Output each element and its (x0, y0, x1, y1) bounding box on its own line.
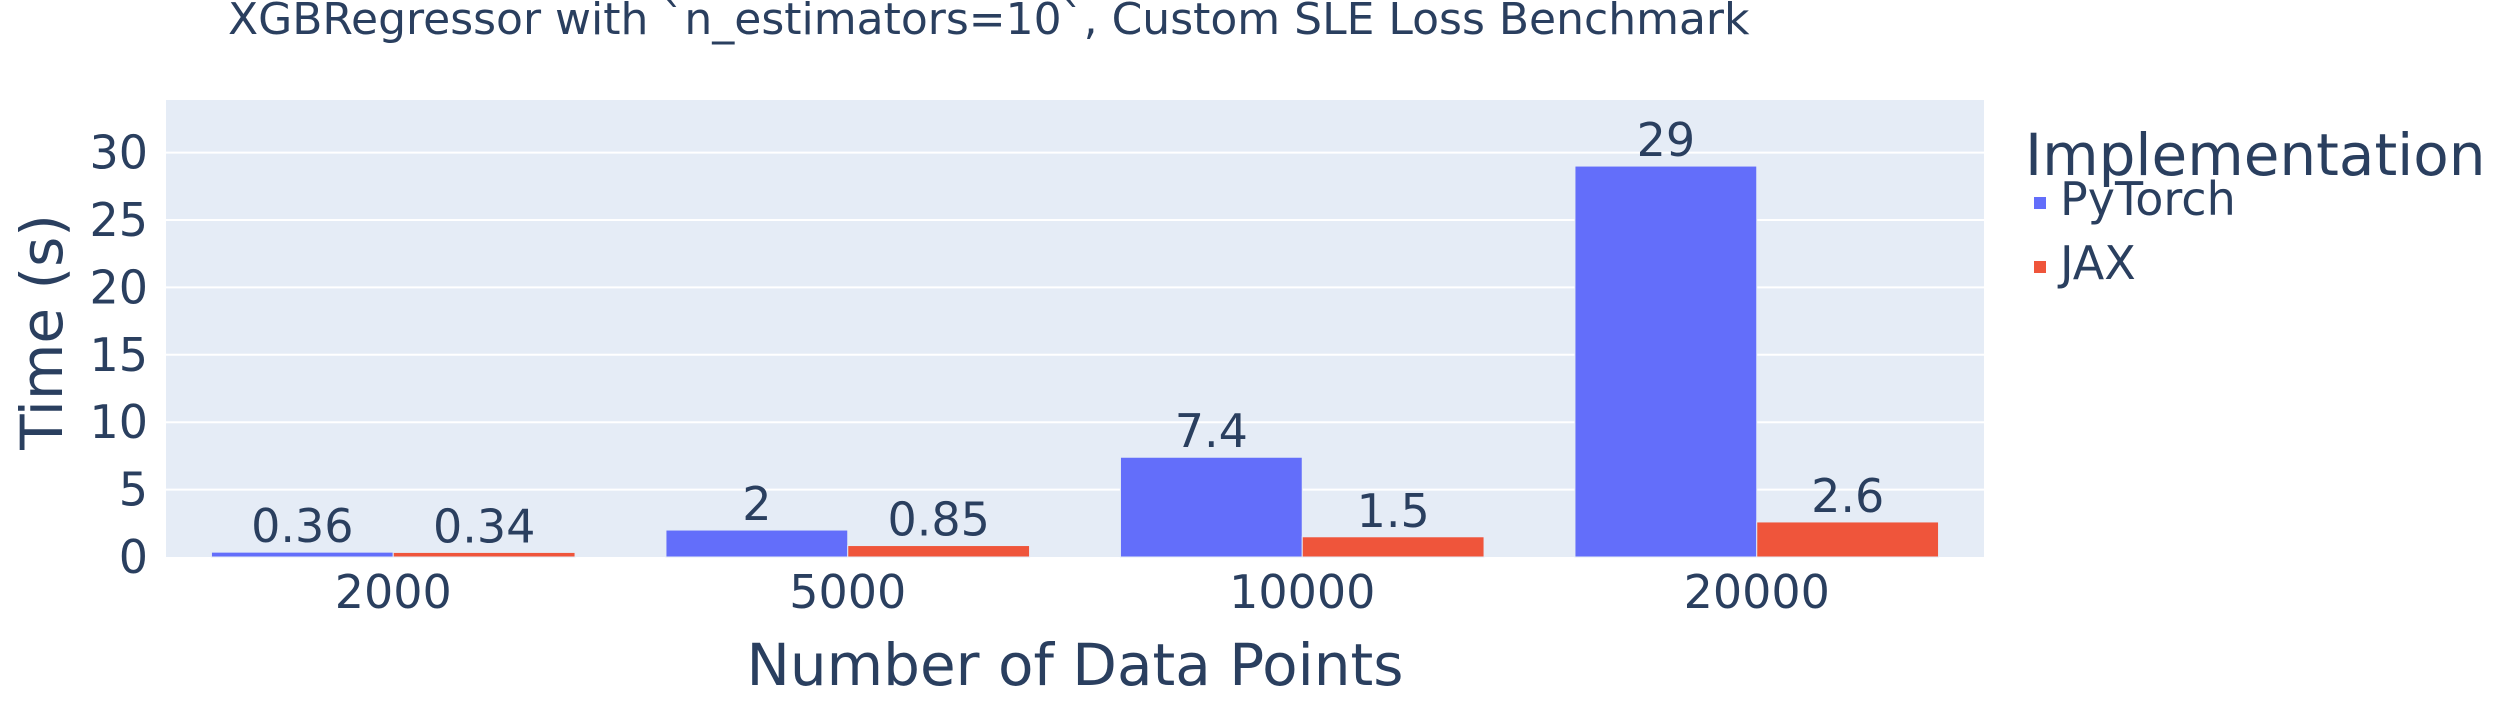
bar-label: 29 (1637, 113, 1696, 167)
y-tick-label: 20 (89, 260, 148, 314)
legend-swatch-jax[interactable] (2034, 261, 2046, 273)
bar-jax-10000 (1301, 536, 1485, 558)
bar-pytorch-20000 (1574, 165, 1758, 558)
legend-title: Implementation (2025, 121, 2486, 189)
y-tick-label: 25 (89, 193, 148, 247)
x-axis-title: Number of Data Points (747, 631, 1404, 699)
legend-item-pytorch[interactable]: PyTorch (2060, 172, 2236, 226)
x-tick-label: 5000 (789, 565, 906, 619)
y-tick-label: 0 (119, 530, 148, 584)
bar-label: 0.34 (433, 499, 535, 553)
legend: Implementation PyTorch JAX (2025, 121, 2486, 290)
bar-jax-20000 (1756, 521, 1940, 558)
y-axis-ticks: 0 5 10 15 20 25 30 (89, 126, 148, 584)
y-tick-label: 30 (89, 126, 148, 180)
bar-pytorch-5000 (665, 529, 849, 558)
y-axis-title: Time (s) (8, 214, 76, 451)
chart-title: XGBRegressor with `n_estimators=10`, Cus… (228, 0, 1750, 45)
legend-swatch-pytorch[interactable] (2034, 197, 2046, 209)
y-tick-label: 5 (119, 463, 148, 517)
bar-pytorch-10000 (1119, 456, 1303, 558)
bar-label: 0.36 (251, 499, 353, 553)
x-tick-label: 20000 (1684, 565, 1830, 619)
gridlines (166, 151, 1984, 491)
bar-label: 0.85 (887, 493, 989, 547)
bar-label: 2.6 (1811, 469, 1884, 523)
y-tick-label: 10 (89, 395, 148, 449)
bar-jax-2000 (392, 551, 576, 558)
x-axis-ticks: 2000 5000 10000 20000 (335, 565, 1830, 619)
bar-jax-5000 (847, 545, 1031, 558)
bar-label: 2 (742, 477, 771, 531)
bars (210, 165, 1940, 558)
y-tick-label: 15 (89, 328, 148, 382)
bar-labels: 0.36 0.34 2 0.85 7.4 1.5 29 2.6 (251, 113, 1884, 553)
bar-label: 7.4 (1175, 404, 1248, 458)
bar-label: 1.5 (1357, 484, 1430, 538)
legend-item-jax[interactable]: JAX (2057, 236, 2136, 290)
x-tick-label: 10000 (1229, 565, 1375, 619)
x-tick-label: 2000 (335, 565, 452, 619)
